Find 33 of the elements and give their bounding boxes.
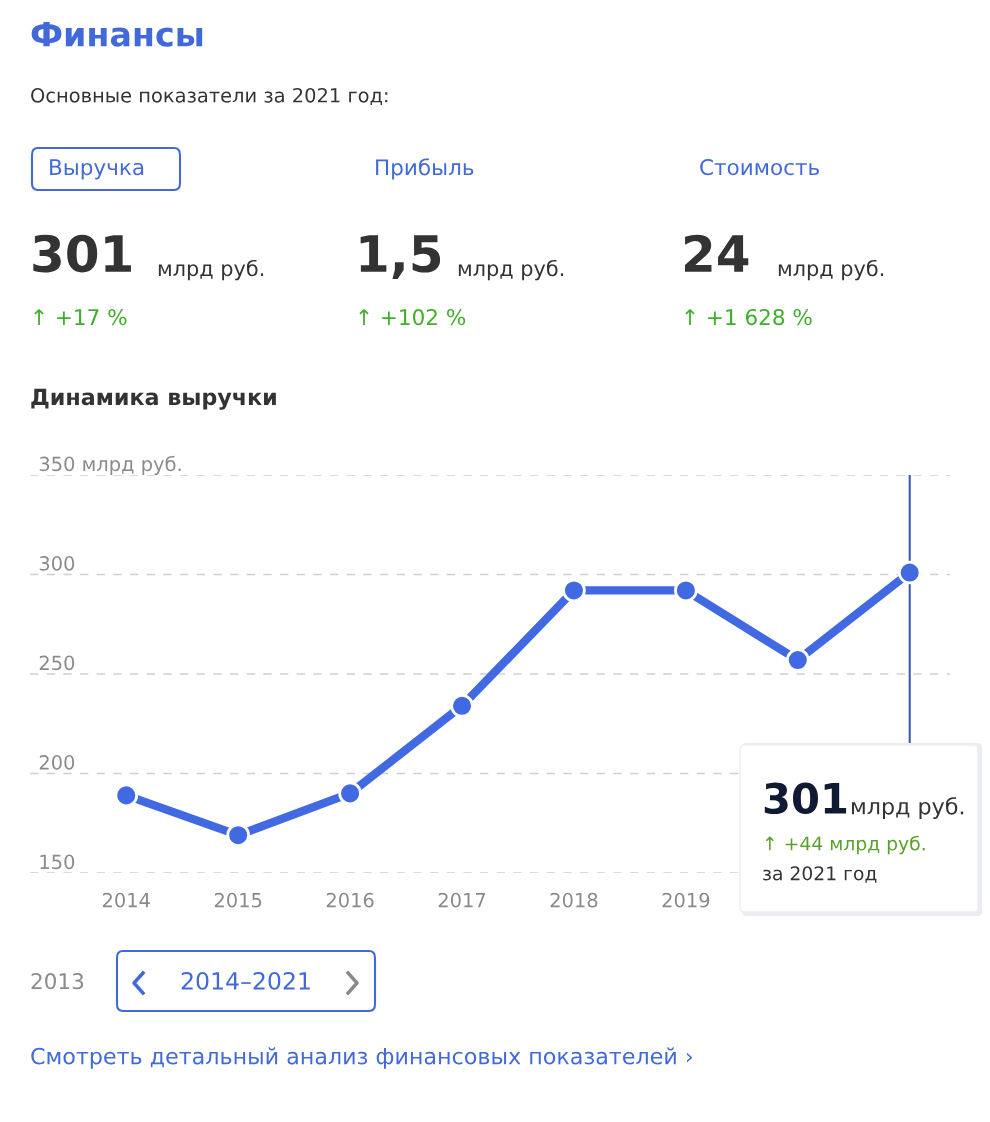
chart-title: Динамика выручки: [31, 388, 276, 410]
y-tick-label: 250: [39, 655, 75, 671]
text: 2013: [31, 972, 84, 990]
text: Выручка: [50, 159, 144, 180]
x-tick-label: 2015: [214, 892, 262, 908]
y-tick-label: 150: [40, 854, 75, 870]
text: Основные показатели за 2021 год:: [31, 87, 388, 106]
text: Смотреть детальный анализ финансовых показателей ›: [31, 1047, 693, 1069]
text: 2014–2021: [181, 971, 310, 990]
y-tick-label: 200: [39, 755, 75, 770]
annotation: 301: [764, 782, 847, 815]
text: ↑ +102 %: [359, 308, 466, 326]
text: 301: [33, 234, 131, 273]
x-tick-label: 2018: [550, 892, 598, 908]
text: Прибыль: [376, 158, 474, 180]
text: Стоимость: [700, 158, 819, 176]
x-tick-label: 2017: [438, 892, 486, 908]
text: млрд руб.: [458, 259, 564, 281]
x-tick-label: 2016: [326, 892, 374, 908]
annotation: млрд руб.: [852, 797, 964, 819]
text: млрд руб.: [158, 259, 264, 281]
text: ↑ +17 %: [34, 308, 127, 326]
text: 1,5: [360, 235, 441, 279]
y-tick-label: 350 млрд руб.: [39, 455, 181, 475]
text: млрд руб.: [778, 259, 884, 281]
y-tick-label: 300: [39, 556, 75, 571]
text: 24: [684, 234, 749, 272]
x-tick-label: 2014: [102, 892, 150, 908]
annotation: ↑ +44 млрд руб.: [765, 835, 925, 855]
x-tick-label: 2019: [662, 892, 710, 908]
annotation: за 2021 год: [763, 866, 877, 883]
text: Финансы: [31, 21, 203, 47]
text: ↑ +1 628 %: [685, 308, 812, 326]
